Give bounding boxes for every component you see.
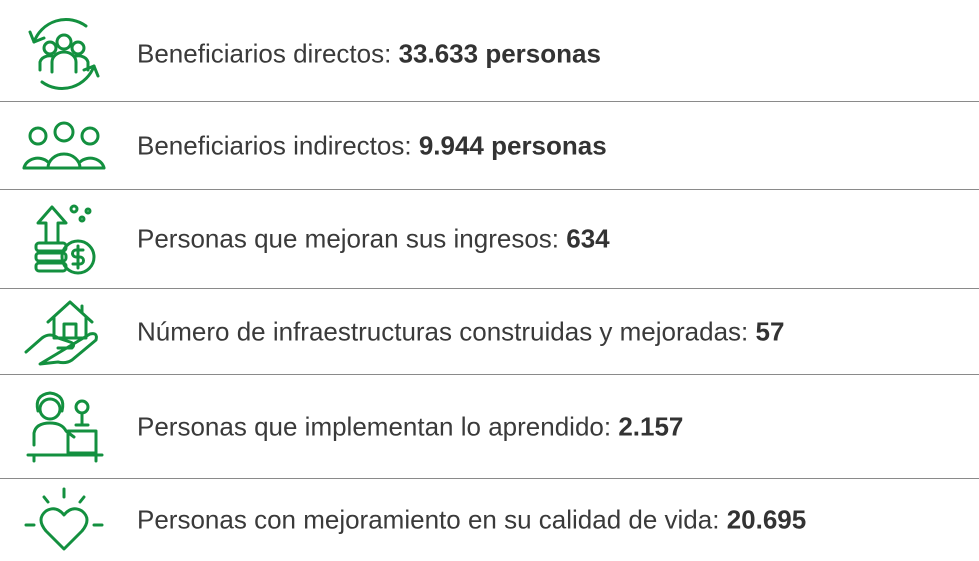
stat-text: Número de infraestructuras construidas y… xyxy=(137,316,784,347)
icon-quality-of-life xyxy=(24,487,104,551)
stat-value: 20.695 xyxy=(726,504,807,535)
stat-label: Personas que implementan lo aprendido: xyxy=(137,411,612,441)
icon-infrastructure xyxy=(24,300,98,365)
stat-row: Número de infraestructuras construidas y… xyxy=(0,289,979,374)
stat-label: Personas con mejoramiento en su calidad … xyxy=(137,504,720,535)
stat-value: 2.157 xyxy=(618,411,684,441)
stat-row: Beneficiarios directos: 33.633 personas xyxy=(0,5,979,102)
stat-value: 33.633 personas xyxy=(398,38,601,68)
stat-label: Personas que mejoran sus ingresos: xyxy=(137,223,560,254)
stat-value: 634 xyxy=(566,223,610,254)
stat-text: Personas con mejoramiento en su calidad … xyxy=(137,505,806,536)
separator xyxy=(0,374,979,375)
stat-value: 57 xyxy=(755,316,785,346)
icon-income xyxy=(34,204,96,275)
icon-learning xyxy=(26,391,104,462)
icon-direct-beneficiaries xyxy=(28,17,100,90)
stat-label: Beneficiarios indirectos: xyxy=(137,130,412,160)
separator xyxy=(0,101,979,102)
stat-label: Beneficiarios directos: xyxy=(137,38,392,68)
stat-text: Personas que mejoran sus ingresos: 634 xyxy=(137,224,610,255)
icon-indirect-beneficiaries xyxy=(22,121,106,169)
stat-row: Personas con mejoramiento en su calidad … xyxy=(0,479,979,561)
separator xyxy=(0,189,979,190)
stat-row: Personas que implementan lo aprendido: 2… xyxy=(0,375,979,478)
stat-row: Personas que mejoran sus ingresos: 634 xyxy=(0,190,979,288)
stat-text: Personas que implementan lo aprendido: 2… xyxy=(137,411,683,442)
separator xyxy=(0,288,979,289)
stat-text: Beneficiarios directos: 33.633 personas xyxy=(137,38,601,69)
stat-text: Beneficiarios indirectos: 9.944 personas xyxy=(137,130,607,161)
separator xyxy=(0,478,979,479)
stat-label: Número de infraestructuras construidas y… xyxy=(137,316,749,346)
stat-row: Beneficiarios indirectos: 9.944 personas xyxy=(0,102,979,189)
stat-value: 9.944 personas xyxy=(418,130,607,160)
